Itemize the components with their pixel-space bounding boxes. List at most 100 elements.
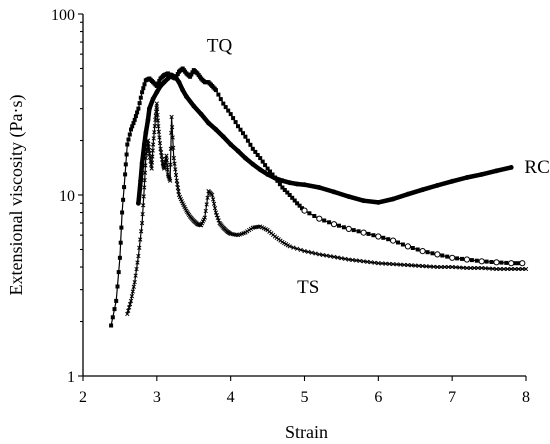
data-point [138,229,144,234]
data-point [150,142,156,147]
data-point [115,284,120,289]
data-point [331,254,337,260]
data-point [130,124,135,129]
data-point [173,167,178,172]
data-point-open [316,215,323,222]
data-point [368,260,374,265]
data-point [134,266,139,272]
data-point [339,256,344,261]
data-point [143,155,148,161]
data-point [156,81,161,86]
data-point [141,86,146,91]
data-point [405,262,411,268]
data-point [309,250,315,255]
data-point [147,151,152,156]
data-point [164,158,169,163]
data-point [263,163,268,168]
data-point [442,264,447,270]
series-line [136,72,514,206]
x-tick-label: 8 [522,389,530,406]
data-point [211,201,217,206]
data-point [155,118,161,123]
data-point [371,233,376,238]
data-point [324,253,329,258]
data-point [280,178,285,184]
data-point [202,215,207,220]
data-point [290,195,295,200]
data-point [297,203,302,208]
data-point [354,258,359,263]
y-axis-title: Extensional viscosity (Pa·s) [6,95,27,296]
data-point [327,220,332,225]
x-tick-label: 4 [227,389,235,406]
data-point [150,148,155,153]
data-point [124,152,129,157]
series-tq [109,66,526,328]
data-point [387,261,392,267]
data-point [198,111,204,117]
data-point [139,160,145,166]
data-point [312,214,317,218]
data-point [138,178,144,184]
series-ts [125,101,529,317]
data-point [204,202,209,207]
data-point-open [301,207,308,214]
data-point [265,172,270,177]
y-tick-label: 10 [59,188,75,205]
data-point [479,265,484,271]
data-point-open [375,233,382,240]
data-point [156,129,162,134]
data-point [438,264,444,270]
data-point [206,120,211,126]
plot-area [109,66,529,328]
data-point [139,220,145,226]
data-point [151,136,156,141]
data-point-open [449,254,456,261]
data-point [142,185,147,190]
data-point [265,166,270,171]
data-point [416,263,422,268]
data-point [138,95,143,100]
x-tick-label: 3 [153,389,161,406]
data-point-open [519,260,526,267]
data-point [508,165,514,170]
data-point [221,101,226,106]
data-point [490,266,495,271]
data-point [175,72,180,76]
data-point [361,198,366,204]
data-point [445,254,450,259]
data-point [226,108,231,113]
data-point [328,254,333,259]
data-point [127,132,132,137]
data-point [346,194,352,200]
data-point [505,266,510,272]
data-point [191,103,197,109]
data-point [291,245,296,250]
data-point [216,92,221,97]
data-point [167,178,173,183]
data-point [117,255,122,260]
data-point [272,175,278,181]
data-point [383,261,388,266]
data-point [400,242,405,247]
data-point [141,203,146,208]
data-point [396,240,400,245]
data-point [141,194,146,199]
x-axis-title: Strain [285,422,328,442]
data-point [248,142,253,147]
data-point [109,323,114,328]
data-point [137,101,142,106]
data-point [285,190,290,195]
data-point [132,279,137,285]
data-point [156,124,161,129]
data-point [158,150,164,155]
data-point [165,76,171,81]
data-point [512,266,518,272]
data-point [398,262,403,267]
data-point [155,107,160,112]
data-point [145,117,151,123]
data-point [494,266,499,272]
data-point [189,72,194,77]
data-point [241,131,245,136]
data-point [430,251,435,256]
